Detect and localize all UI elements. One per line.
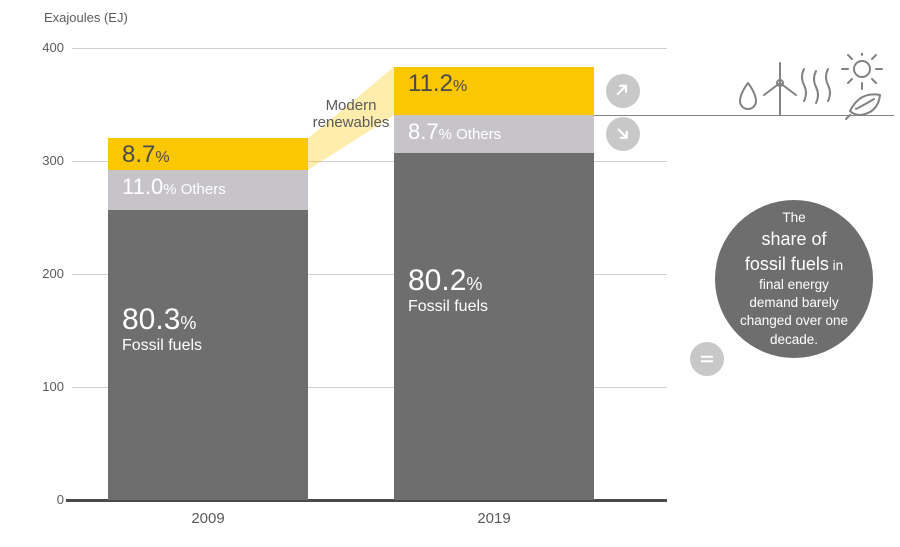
callout-bold2: fossil fuels xyxy=(745,254,829,274)
y-tick-label: 300 xyxy=(34,153,64,168)
annotation-renewables: Modern renewables xyxy=(306,97,396,132)
y-axis-title: Exajoules (EJ) xyxy=(44,10,128,25)
trend-up-icon xyxy=(606,74,640,108)
trend-equal-icon xyxy=(690,342,724,376)
callout-bold1: share of xyxy=(761,229,826,249)
renewables-illustration-icon xyxy=(722,53,892,163)
y-tick-label: 400 xyxy=(34,40,64,55)
y-tick-label: 0 xyxy=(34,492,64,507)
callout-pre: The xyxy=(782,210,805,225)
y-tick-label: 200 xyxy=(34,266,64,281)
y-tick-label: 100 xyxy=(34,379,64,394)
x-tick-label: 2019 xyxy=(394,510,594,527)
x-tick-label: 2009 xyxy=(108,510,308,527)
trend-down-icon xyxy=(606,117,640,151)
callout-circle: The share of fossil fuels in final energ… xyxy=(715,200,873,358)
